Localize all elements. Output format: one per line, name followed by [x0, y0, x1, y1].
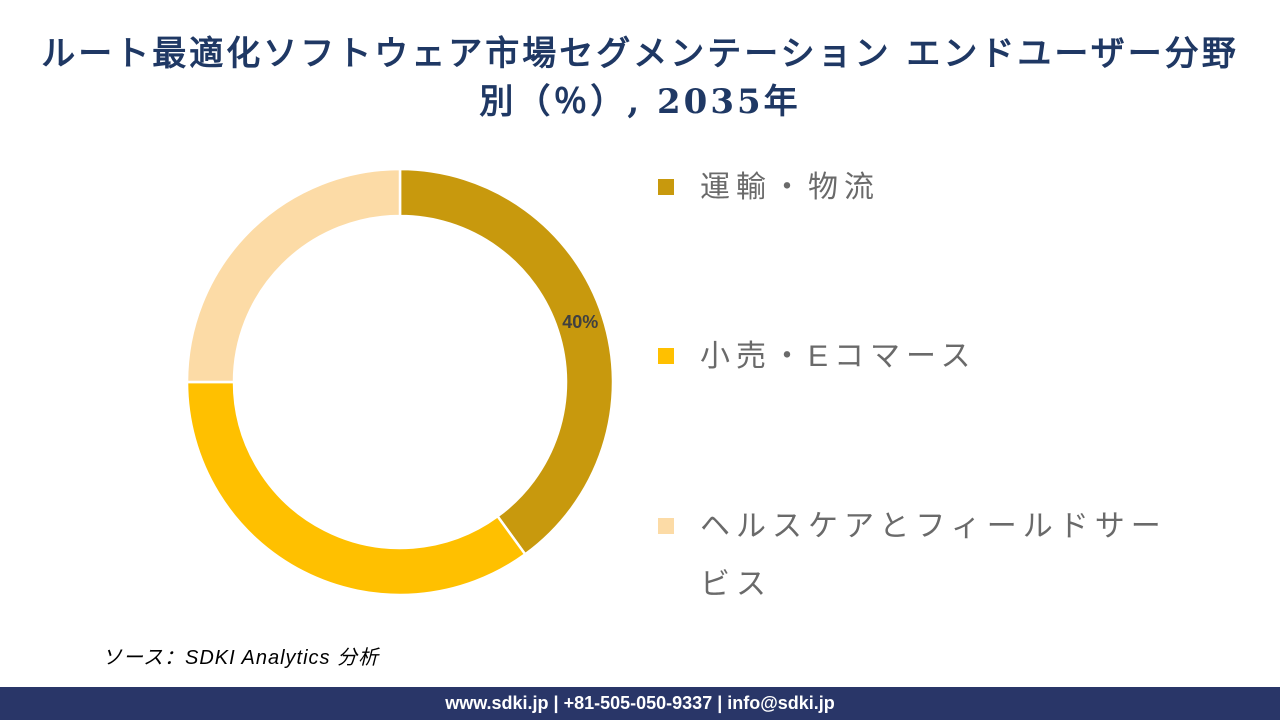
- chart-legend: 運輸・物流小売・Eコマースヘルスケアとフィールドサービス: [658, 0, 1218, 650]
- footer-bar: www.sdki.jp | +81-505-050-9337 | info@sd…: [0, 687, 1280, 720]
- footer-contact-text: www.sdki.jp | +81-505-050-9337 | info@sd…: [445, 693, 835, 713]
- legend-item: ヘルスケアとフィールドサービス: [658, 498, 1200, 614]
- chart-title-line-1: ルート最適化ソフトウェア市場セグメンテーション エンドユーザー分野: [41, 34, 1239, 74]
- legend-item: 運輸・物流: [658, 159, 880, 217]
- donut-data-label: 40%: [562, 312, 598, 332]
- legend-swatch: [658, 179, 674, 195]
- legend-swatch: [658, 518, 674, 534]
- legend-swatch: [658, 348, 674, 364]
- chart-title-line-2: 別（％）, 2035年: [479, 82, 801, 122]
- legend-item: 小売・Eコマース: [658, 328, 977, 386]
- donut-segment-1: [398, 167, 615, 557]
- legend-label: 運輸・物流: [700, 171, 880, 204]
- source-note: ソース：SDKI Analytics 分析: [102, 647, 380, 669]
- legend-label: ヘルスケアとフィールドサービス: [700, 510, 1167, 601]
- chart-title: ルート最適化ソフトウェア市場セグメンテーション エンドユーザー分野 別（％）, …: [0, 30, 1280, 126]
- donut-segment-2: [185, 380, 527, 597]
- legend-label: 小売・Eコマース: [700, 340, 977, 373]
- donut-chart: 40%: [185, 167, 615, 597]
- donut-segment-3: [185, 167, 402, 384]
